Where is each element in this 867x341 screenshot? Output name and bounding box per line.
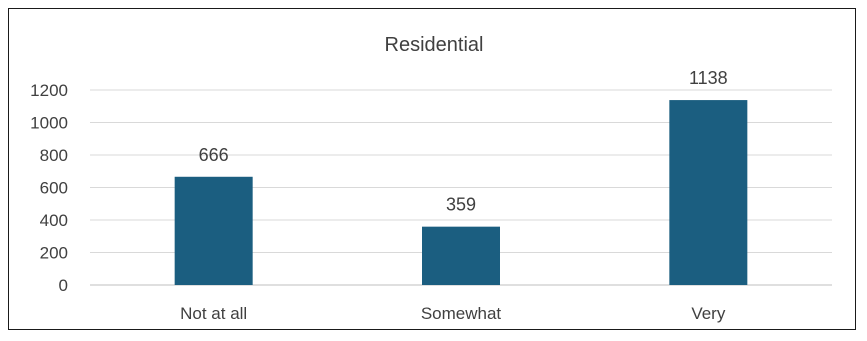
y-tick-label: 400 bbox=[40, 211, 68, 230]
x-tick-label: Not at all bbox=[180, 304, 247, 323]
x-axis-tick-labels: Not at all Somewhat Very bbox=[180, 304, 726, 323]
chart-title: Residential bbox=[385, 34, 484, 56]
bar bbox=[422, 226, 500, 285]
y-axis-tick-labels: 0 200 400 600 800 1000 1200 bbox=[30, 81, 68, 295]
bar-value-label: 1138 bbox=[689, 68, 728, 88]
bar bbox=[669, 100, 748, 285]
y-tick-label: 600 bbox=[40, 179, 68, 198]
y-tick-label: 1200 bbox=[30, 81, 68, 100]
bars bbox=[174, 100, 748, 285]
bar bbox=[174, 176, 253, 285]
bar-value-label: 359 bbox=[446, 195, 476, 215]
data-labels: 666 359 1138 bbox=[199, 68, 728, 215]
x-tick-label: Very bbox=[691, 304, 726, 323]
y-tick-label: 0 bbox=[59, 276, 68, 295]
y-tick-label: 200 bbox=[40, 244, 68, 263]
x-tick-label: Somewhat bbox=[421, 304, 502, 323]
y-tick-label: 1000 bbox=[30, 114, 68, 133]
bar-value-label: 666 bbox=[199, 145, 229, 165]
y-tick-label: 800 bbox=[40, 146, 68, 165]
